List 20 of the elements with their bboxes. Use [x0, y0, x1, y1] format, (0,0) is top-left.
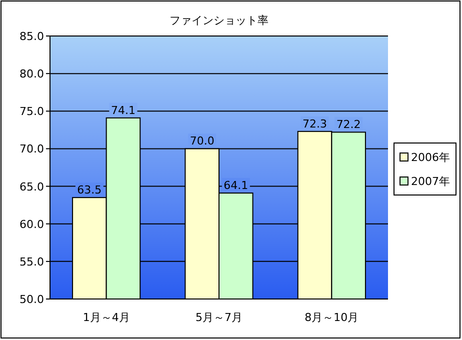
- y-tick-label: 80.0: [20, 68, 44, 81]
- x-tick-label: 1月～4月: [82, 311, 130, 324]
- x-tick-label: 5月～7月: [196, 311, 242, 324]
- y-tick-label: 60.0: [20, 218, 44, 231]
- text: 72.2: [336, 118, 361, 132]
- chart-title: ファインショット率: [170, 14, 268, 27]
- legend-label: 2007年: [411, 175, 450, 188]
- text: 74.1: [110, 104, 136, 117]
- x-tick-label: 8月～10月: [304, 311, 359, 324]
- text: 63.5: [77, 184, 102, 197]
- y-tick-label: 55.0: [20, 255, 44, 268]
- text: 64.1: [224, 179, 248, 192]
- legend-label: 2006年: [411, 151, 450, 164]
- y-tick-label: 70.0: [20, 142, 44, 156]
- y-tick-label: 75.0: [20, 105, 44, 118]
- text: 70.0: [190, 134, 214, 148]
- y-tick-label: 50.0: [20, 293, 44, 306]
- text: 72.3: [302, 117, 328, 130]
- y-tick-label: 65.0: [20, 180, 44, 194]
- y-tick-label: 85.0: [20, 30, 44, 43]
